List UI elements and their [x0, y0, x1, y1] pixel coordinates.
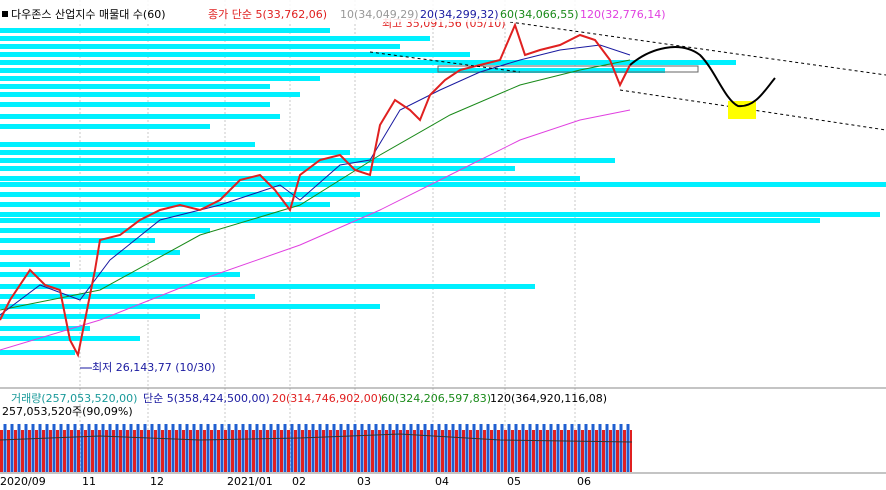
x-tick-label: 02: [292, 475, 306, 488]
volume-indicator: 단순 5(358,424,500,00): [143, 392, 270, 405]
volume-indicator: 거래량(257,053,520,00): [11, 392, 137, 405]
moving-averages: [0, 44, 631, 351]
header-bg: [0, 0, 886, 22]
target-box: [728, 101, 756, 119]
volume-indicator: 20(314,746,902,00): [272, 392, 382, 405]
x-tick-label: 11: [82, 475, 96, 488]
grid: [79, 0, 576, 472]
volume-last: 257,053,520주(90,09%): [2, 405, 133, 418]
volume-indicator: 120(364,920,116,08): [490, 392, 607, 405]
low-label: 최저 26,143,77 (10/30): [92, 361, 216, 374]
header-marker: [2, 11, 8, 17]
indicator: 20(34,299,32): [420, 8, 499, 21]
chart-title: 다우존스 산업지수 매물대 수(60): [11, 8, 166, 21]
selection-box: [437, 65, 699, 73]
x-tick-label: 2020/09: [0, 475, 46, 488]
x-tick-label: 05: [507, 475, 521, 488]
volume-profile: [0, 28, 886, 355]
projection-curve: [629, 46, 776, 108]
x-axis-labels: 2020/09 11 12 2021/01 02 03 04 05 06: [0, 475, 591, 488]
x-tick-label: 06: [577, 475, 591, 488]
x-tick-label: 03: [357, 475, 371, 488]
indicator: 120(32,776,14): [580, 8, 666, 21]
x-tick-label: 12: [150, 475, 164, 488]
volume-ma: [0, 433, 633, 443]
x-tick-label: 04: [435, 475, 449, 488]
x-tick-label: 2021/01: [227, 475, 273, 488]
indicator: 종가 단순 5(33,762,06): [208, 8, 327, 21]
indicator: 10(34,049,29): [340, 8, 419, 21]
indicator: 60(34,066,55): [500, 8, 579, 21]
volume-bars: [0, 422, 632, 472]
volume-indicator: 60(324,206,597,83): [381, 392, 491, 405]
price-path: [0, 22, 631, 358]
